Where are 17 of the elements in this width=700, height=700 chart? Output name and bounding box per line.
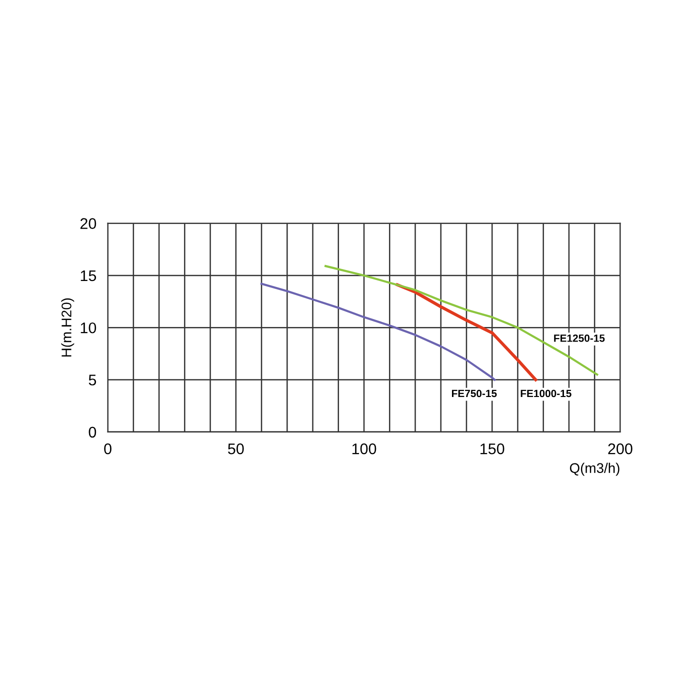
x-axis-title: Q(m3/h) xyxy=(570,462,620,476)
y-tick-label: 0 xyxy=(88,426,96,438)
series-label: FE750-15 xyxy=(452,390,497,398)
line-series xyxy=(396,283,538,382)
series-label: FE1000-15 xyxy=(520,390,572,398)
series-label: FE1250-15 xyxy=(554,334,605,342)
x-tick-label: 150 xyxy=(480,443,504,454)
y-tick-label: 10 xyxy=(80,322,96,334)
x-tick-label: 50 xyxy=(228,443,244,454)
y-tick-label: 15 xyxy=(80,270,96,282)
line-series xyxy=(260,282,496,381)
x-tick-label: 0 xyxy=(104,443,112,454)
y-axis-title: H(m.H20) xyxy=(61,298,74,357)
y-tick-label: 5 xyxy=(88,374,96,386)
x-tick-label: 100 xyxy=(352,443,376,454)
y-tick-label: 20 xyxy=(80,218,96,229)
x-tick-label: 200 xyxy=(608,443,632,454)
